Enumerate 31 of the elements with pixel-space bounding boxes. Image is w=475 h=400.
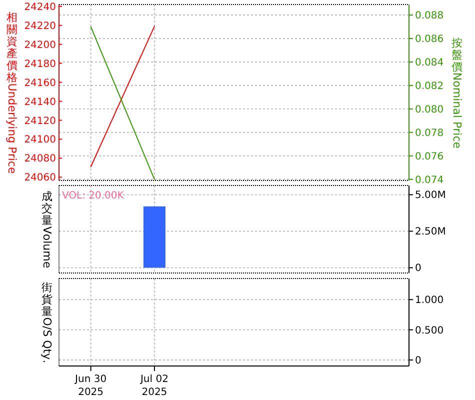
y-tick-label: 24200	[24, 40, 56, 51]
y2-tick-label: 0.078	[415, 128, 444, 139]
y2-tick-label: 5.00M	[415, 190, 446, 202]
text: 相關資產價格Underlying Price	[6, 11, 19, 174]
x-tick-label: Jul 02 2025	[139, 374, 168, 398]
y-tick-label: 24180	[24, 58, 56, 70]
y-tick-label: 24120	[24, 116, 56, 127]
y2-tick-label: 0.076	[415, 151, 444, 162]
y2-tick-label: 0.082	[415, 80, 444, 92]
y-tick-label: 24160	[24, 78, 56, 89]
annotation: VOL: 20.00K	[62, 190, 124, 202]
y-tick-label: 24080	[24, 154, 56, 165]
text: 成交量Volume	[40, 190, 54, 268]
y2-tick-label: 0	[415, 355, 422, 366]
y2-tick-label: 0.084	[415, 57, 444, 68]
text: 街貨量O/S Qty.	[40, 281, 54, 364]
y2-tick-label: 0.500	[415, 325, 444, 336]
x-tick-label: Jun 30 2025	[74, 374, 107, 398]
y2-tick-label: 0.086	[415, 34, 444, 46]
y2-tick-label: 0.080	[415, 104, 444, 116]
y2-tick-label: 2.50M	[415, 226, 446, 238]
text: 按盤價Nominal Price	[450, 36, 464, 149]
y-tick-label: 24100	[24, 134, 56, 146]
y2-tick-label: 1.000	[415, 295, 444, 306]
y2-tick-label: 0.088	[415, 10, 444, 22]
y2-tick-label: 0.074	[415, 174, 444, 186]
y-tick-label: 24060	[24, 172, 56, 184]
y2-tick-label: 0	[415, 263, 422, 274]
y-tick-label: 24240	[24, 2, 56, 13]
y-tick-label: 24140	[24, 96, 56, 108]
y-tick-label: 24220	[24, 20, 56, 32]
